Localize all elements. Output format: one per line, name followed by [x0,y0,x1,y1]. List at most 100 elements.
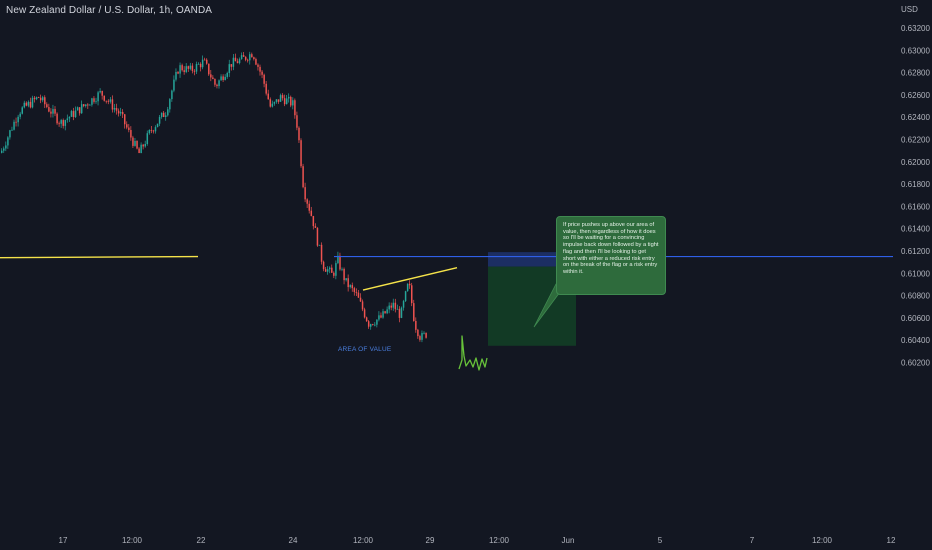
candle-body [183,70,185,72]
candle-body [113,108,116,110]
price-tick: 0.62400 [901,113,930,122]
time-tick: 12:00 [122,536,143,545]
drawings [0,255,893,371]
candle-body [173,79,175,91]
candle-body [124,114,126,125]
candle-body [210,74,212,78]
candle-body [320,244,323,262]
candle-body [361,301,364,310]
currency-label: USD [901,5,918,14]
candle-body [345,278,347,281]
price-tick: 0.61000 [901,269,930,278]
candle-body [199,63,202,68]
candle-body [275,99,278,102]
candle-body [263,74,265,84]
candle-body [406,283,409,292]
time-tick: 22 [197,536,206,545]
price-tick: 0.61200 [901,247,930,256]
candle-body [193,70,196,72]
trade-note[interactable]: If price pushes up above our area of val… [556,216,666,295]
candle-body [413,303,415,322]
candle-body [156,123,159,128]
candle-body [68,116,71,119]
candle-body [279,95,282,102]
candle-body [236,61,239,64]
candle-body [140,144,142,154]
candle-body [253,57,255,60]
candle-body [259,66,261,72]
candle-body [80,104,83,114]
candle-body [76,107,79,111]
candle-body [46,104,48,108]
candle-body [115,108,118,111]
candle-body [288,96,290,99]
candle-body [35,97,38,100]
candle-body [312,215,315,227]
candle-body [400,307,403,318]
price-tick: 0.61800 [901,180,930,189]
price-tick: 0.61600 [901,202,930,211]
candle-body [355,292,358,293]
candle-body [83,104,85,106]
candle-body [1,150,3,153]
candle-body [17,116,19,123]
candle-body [158,116,161,124]
price-tick: 0.60800 [901,292,930,301]
candle-body [316,227,319,246]
candle-body [374,324,376,326]
candle-body [341,268,343,270]
candle-body [27,101,30,106]
candle-body [169,99,171,110]
candle-body [283,98,286,105]
candle-body [220,76,222,81]
candle-body [419,336,421,340]
candle-body [357,292,360,298]
candle-body [5,145,7,149]
candle-body [232,57,235,67]
time-tick: Jun [562,536,575,545]
candle-body [337,255,339,264]
candle-body [402,301,405,308]
chart-title: New Zealand Dollar / U.S. Dollar, 1h, OA… [6,5,213,16]
candle-body [228,64,231,74]
candle-body [306,199,308,204]
candle-body [167,109,169,116]
candle-body [134,140,136,146]
candle-body [78,107,81,114]
candle-body [19,113,21,117]
candle-body [117,110,120,114]
candle-body [87,104,89,106]
candle-body [421,333,423,340]
candle-body [203,59,206,61]
candle-body [255,59,257,65]
candle-body [42,97,44,101]
candle-body [111,99,114,110]
price-tick: 0.60400 [901,336,930,345]
trendline-left [0,255,199,259]
candle-body [60,120,62,124]
time-tick: 17 [59,536,68,545]
candle-body [370,324,372,327]
candle-body [404,291,407,302]
candle-body [206,59,208,64]
candle-body [378,315,380,320]
candle-body [97,92,99,102]
candle-body [132,137,134,146]
candle-body [343,268,345,281]
candle-body [296,115,298,128]
candle-body [31,97,34,108]
time-tick: 5 [658,536,663,545]
time-tick: 12 [887,536,896,545]
candle-body [95,101,97,103]
candle-body [154,127,157,132]
candle-body [398,308,401,318]
candle-body [56,113,58,124]
candle-body [382,311,384,318]
candle-body [208,63,210,75]
candle-body [314,226,317,228]
candle-body [62,120,64,126]
candle-body [216,84,218,87]
price-tick: 0.62000 [901,158,930,167]
candle-body [273,101,276,104]
